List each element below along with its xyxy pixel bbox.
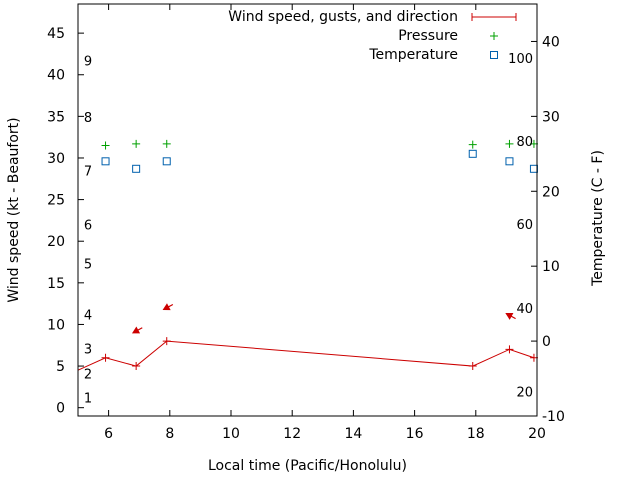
x-axis-label: Local time (Pacific/Honolulu): [208, 458, 407, 474]
y2-tick-label: 10: [542, 259, 560, 275]
temperature-point: [132, 164, 141, 173]
y-tick-label: 0: [56, 401, 65, 417]
x-tick-label: 20: [528, 426, 546, 442]
x-tick-label: 18: [467, 426, 485, 442]
beaufort-label: 2: [84, 368, 92, 383]
y-tick-label: 20: [47, 234, 65, 250]
y-tick-label: 35: [47, 109, 65, 125]
fahrenheit-label: 60: [516, 218, 533, 233]
pressure-point: [505, 139, 514, 148]
legend-label-temperature: Temperature: [368, 47, 458, 63]
beaufort-label: 6: [84, 219, 92, 234]
y-tick-label: 25: [47, 193, 65, 209]
fahrenheit-label: 80: [516, 135, 533, 150]
y-tick-label: 40: [47, 68, 65, 84]
wind-speed-point: [132, 362, 141, 371]
y2-axis-label: Temperature (C - F): [590, 150, 606, 287]
y-tick-label: 30: [47, 151, 65, 167]
x-tick-label: 12: [283, 426, 301, 442]
x-tick-label: 8: [165, 426, 174, 442]
fahrenheit-label: 40: [516, 302, 533, 317]
y-tick-label: 15: [47, 276, 65, 292]
y-tick-label: 5: [56, 359, 65, 375]
wind-direction-arrow: [162, 303, 174, 311]
y2-tick-label: -10: [542, 409, 565, 425]
series-layer: [77, 139, 538, 371]
y-tick-label: 10: [47, 317, 65, 333]
y-axis-label: Wind speed (kt - Beaufort): [6, 117, 22, 302]
temperature-point: [468, 149, 477, 158]
pressure-point: [162, 139, 171, 148]
pressure-point: [132, 139, 141, 148]
x-tick-label: 10: [222, 426, 240, 442]
beaufort-label: 8: [84, 111, 92, 126]
y2-tick-label: 40: [542, 34, 560, 50]
legend-swatch-pressure: [490, 32, 498, 40]
wind-speed-point: [162, 337, 171, 346]
legend-label-wind: Wind speed, gusts, and direction: [228, 9, 458, 25]
beaufort-label: 7: [84, 164, 92, 179]
wind-speed-point: [101, 353, 110, 362]
y-tick-label: 45: [47, 26, 65, 42]
temperature-point: [162, 157, 171, 166]
legend-swatch-temperature: [490, 51, 498, 59]
beaufort-label: 9: [84, 55, 92, 70]
y2-tick-label: 0: [542, 334, 551, 350]
wind-speed-point: [468, 362, 477, 371]
temperature-point: [101, 157, 110, 166]
pressure-point: [101, 141, 110, 150]
x-tick-label: 16: [406, 426, 424, 442]
legend: Wind speed, gusts, and direction Pressur…: [228, 9, 517, 63]
fahrenheit-label: 20: [516, 385, 533, 400]
legend-label-pressure: Pressure: [398, 28, 458, 44]
plot-frame: [77, 3, 538, 417]
ticks-layer: 6 8 10 12 14 16 18 20051015202530354045-1001020…: [47, 4, 565, 442]
y2-tick-label: 20: [542, 184, 560, 200]
beaufort-label: 3: [84, 343, 92, 358]
y2-tick-label: 30: [542, 109, 560, 125]
wind-speed-point: [505, 345, 514, 354]
wind-direction-arrow: [131, 326, 143, 334]
fahrenheit-label: 100: [508, 52, 533, 67]
beaufort-label: 5: [84, 258, 92, 273]
beaufort-label: 1: [84, 392, 92, 407]
x-tick-label: 14: [344, 426, 362, 442]
temperature-point: [505, 157, 514, 166]
beaufort-label: 4: [84, 308, 92, 323]
pressure-point: [468, 140, 477, 149]
x-tick-label: 6: [104, 426, 113, 442]
wind-direction-arrow: [505, 313, 516, 320]
